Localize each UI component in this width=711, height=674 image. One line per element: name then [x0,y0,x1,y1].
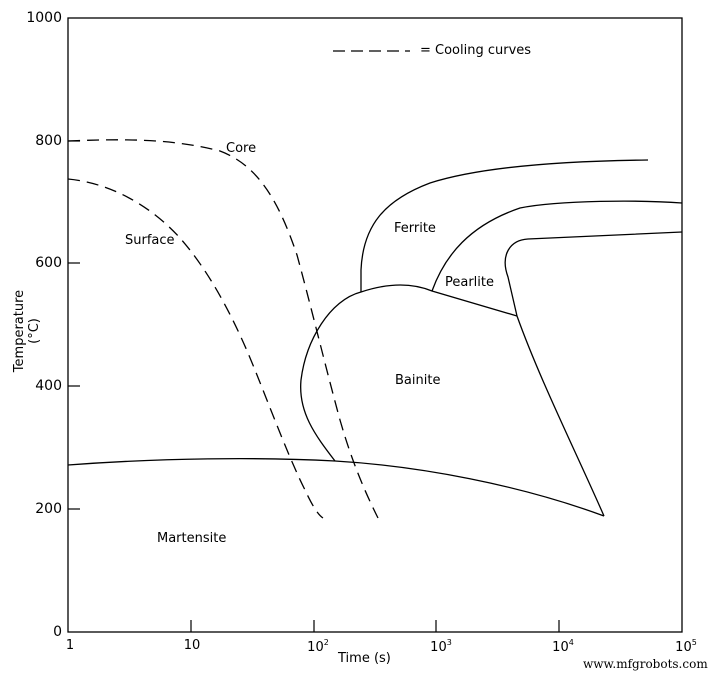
x-tick-1000: 103 [430,638,452,655]
x-tick-1: 1 [65,638,75,653]
core-cooling-curve [67,139,379,519]
y-tick-200: 200 [35,501,62,517]
bainite-finish-curve [516,315,605,517]
y-tick-1000: 1000 [26,10,62,26]
x-tick-10000: 104 [552,638,574,655]
surface-label: Surface [125,233,175,248]
martensite-start-line [67,458,605,517]
surface-cooling-curve [67,178,324,519]
y-tick-600: 600 [35,255,62,271]
x-tick-100000: 105 [675,638,697,655]
watermark: www.mfgrobots.com [583,657,708,671]
pearlite-region-label: Pearlite [445,275,495,290]
y-tick-0: 0 [53,624,62,640]
pearlite-start-curve [431,200,683,292]
y-tick-400: 400 [35,378,62,394]
x-tick-10: 10 [183,638,201,653]
y-ticks [68,140,80,510]
bainite-start-curve [300,284,518,462]
ferrite-region-label: Ferrite [394,221,436,236]
x-ticks [190,620,560,632]
x-tick-100: 102 [307,638,329,655]
ferrite-start-curve [360,159,649,292]
x-axis-label: Time (s) [338,651,391,666]
y-axis-label: Temperature (°C) [12,289,42,373]
martensite-region-label: Martensite [157,531,227,546]
plot-frame [67,17,683,633]
core-label: Core [226,141,257,156]
bainite-region-label: Bainite [395,373,441,388]
y-tick-800: 800 [35,133,62,149]
pearlite-finish-curve [504,231,683,317]
legend-label: = Cooling curves [420,43,532,58]
